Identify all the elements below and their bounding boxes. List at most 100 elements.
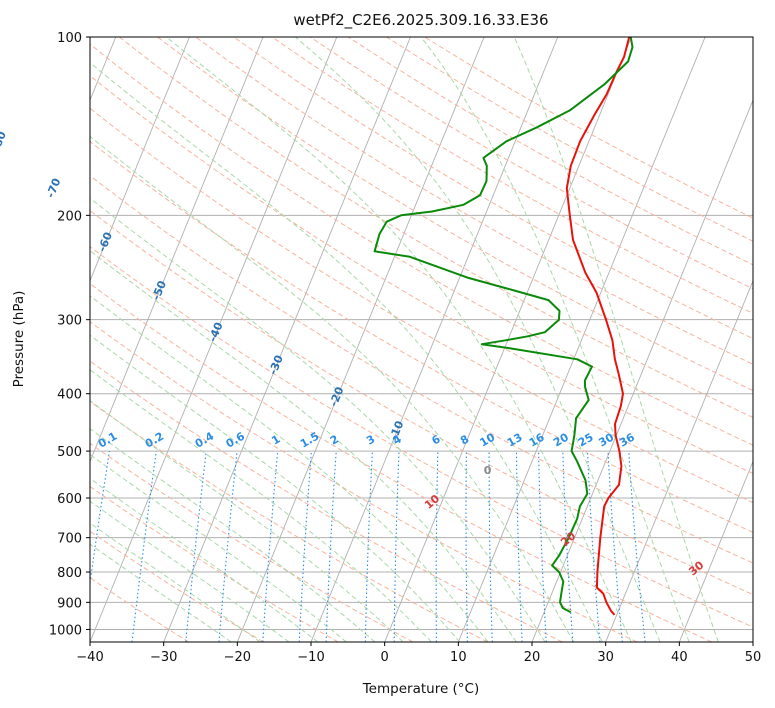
mixing-ratio-label: 1.5 <box>298 430 321 451</box>
isotherm-line <box>457 37 706 642</box>
moist-adiabat-line <box>90 428 376 642</box>
moist-adiabat-line <box>90 334 461 642</box>
line-labels: -100-90-80-70-60-50-40-30-20-100.10.20.4… <box>0 129 707 578</box>
mixing-ratio-label: 20 <box>551 430 571 449</box>
x-tick-label: −40 <box>76 650 103 665</box>
dry-adiabat-line <box>90 175 753 564</box>
dry-adiabat-line <box>90 107 753 504</box>
moist-adiabat-line <box>90 500 290 642</box>
dry-adiabat-line <box>119 37 753 419</box>
y-tick-label: 500 <box>57 445 82 460</box>
isotherm-label: -20 <box>327 385 347 409</box>
mixing-ratio-line <box>90 451 110 587</box>
y-tick-label: 1000 <box>49 623 82 638</box>
x-tick-label: 20 <box>524 650 541 665</box>
y-axis-label: Pressure (hPa) <box>11 291 27 388</box>
mixing-ratio-line <box>435 451 439 642</box>
chart-title: wetPf2_C2E6.2025.309.16.33.E36 <box>293 11 548 30</box>
moist-adiabat-label: 0 <box>484 464 492 477</box>
dry-adiabat-line <box>90 400 488 642</box>
x-tick-label: −10 <box>297 650 324 665</box>
x-tick-label: 0 <box>381 650 389 665</box>
y-tick-label: 600 <box>57 492 82 507</box>
isotherm-line <box>163 37 411 642</box>
y-tick-label: 300 <box>57 314 82 329</box>
background-lines <box>90 37 753 642</box>
y-tick-label: 900 <box>57 596 82 611</box>
mixing-ratio-label: 1 <box>269 433 282 448</box>
mixing-ratio-line <box>298 451 312 642</box>
mixing-ratio-label: 10 <box>477 430 497 449</box>
mixing-ratio-line <box>218 451 238 642</box>
moist-adiabat-line <box>90 400 404 642</box>
dry-adiabat-line <box>90 282 712 642</box>
profile-lines <box>373 37 634 616</box>
y-tick-label: 700 <box>57 532 82 547</box>
dry-adiabat-line <box>90 485 339 642</box>
dry-adiabat-line <box>90 246 753 628</box>
moist-adiabat-line <box>90 543 232 642</box>
temperature-line <box>565 37 631 616</box>
dry-adiabat-line <box>90 209 753 596</box>
dry-adiabat-line <box>309 37 753 290</box>
mixing-ratio-line <box>325 451 337 642</box>
isotherm-line <box>678 460 753 642</box>
moist-adiabat-line <box>90 453 347 642</box>
dry-adiabat-line <box>90 577 190 642</box>
y-tick-label: 400 <box>57 388 82 403</box>
dry-adiabat-label: 30 <box>686 558 706 578</box>
x-tick-label: −30 <box>150 650 177 665</box>
dry-adiabat-line <box>195 37 753 365</box>
mixing-ratio-label: 16 <box>527 430 547 449</box>
isotherm-line <box>90 37 338 642</box>
moist-adiabat-line <box>90 522 261 642</box>
isotherm-label: -80 <box>0 129 9 153</box>
mixing-ratio-label: 6 <box>430 432 443 447</box>
dry-adiabat-label: 20 <box>558 529 578 549</box>
mixing-ratio-label: 13 <box>505 431 525 450</box>
moist-adiabat-line <box>90 197 546 642</box>
y-tick-label: 800 <box>57 566 82 581</box>
y-tick-label: 200 <box>57 209 82 224</box>
moist-adiabat-line <box>420 37 690 642</box>
moist-adiabat-line <box>295 37 661 642</box>
isotherm-line <box>90 37 190 282</box>
isotherm-line <box>236 37 485 642</box>
x-tick-label: 40 <box>671 650 688 665</box>
mixing-ratio-line <box>465 451 469 642</box>
x-tick-label: 30 <box>597 650 614 665</box>
mixing-ratio-line <box>488 451 493 642</box>
moist-adiabat-line <box>90 477 319 642</box>
axes: −40 −30 −20 −10 0 10 20 30 40 5010020030040050060… <box>49 31 761 665</box>
mixing-ratio-line <box>628 451 646 642</box>
x-tick-label: −20 <box>224 650 251 665</box>
moist-adiabat-line <box>90 250 517 642</box>
mixing-ratio-label: 2 <box>328 433 341 448</box>
moist-adiabat-line <box>90 369 432 642</box>
mixing-ratio-line <box>262 451 279 642</box>
dry-adiabat-line <box>90 530 264 642</box>
mixing-ratio-label: 30 <box>596 430 616 449</box>
moist-adiabat-line <box>90 135 575 642</box>
isotherm-label: -70 <box>44 176 64 200</box>
x-tick-label: 10 <box>450 650 467 665</box>
plot-frame <box>89 36 754 643</box>
isotherm-label: -30 <box>266 353 286 377</box>
mixing-ratio-label: 0.4 <box>193 429 217 450</box>
mixing-ratio-line <box>364 451 373 642</box>
x-tick-label: 50 <box>745 650 762 665</box>
isotherm-line <box>605 279 753 642</box>
mixing-ratio-label: 0.2 <box>143 430 166 451</box>
dewpoint-line <box>373 37 634 614</box>
dry-adiabat-line <box>90 43 753 446</box>
moist-adiabat-line <box>513 37 719 642</box>
isotherm-label: -60 <box>95 230 115 254</box>
moist-adiabat-line <box>166 37 632 642</box>
isotherm-line <box>531 99 753 642</box>
mixing-ratio-line <box>185 451 207 642</box>
isotherm-label: -50 <box>149 278 169 302</box>
mixing-ratio-line <box>538 451 547 642</box>
isotherm-line <box>310 37 559 642</box>
dry-adiabat-line <box>157 37 753 392</box>
